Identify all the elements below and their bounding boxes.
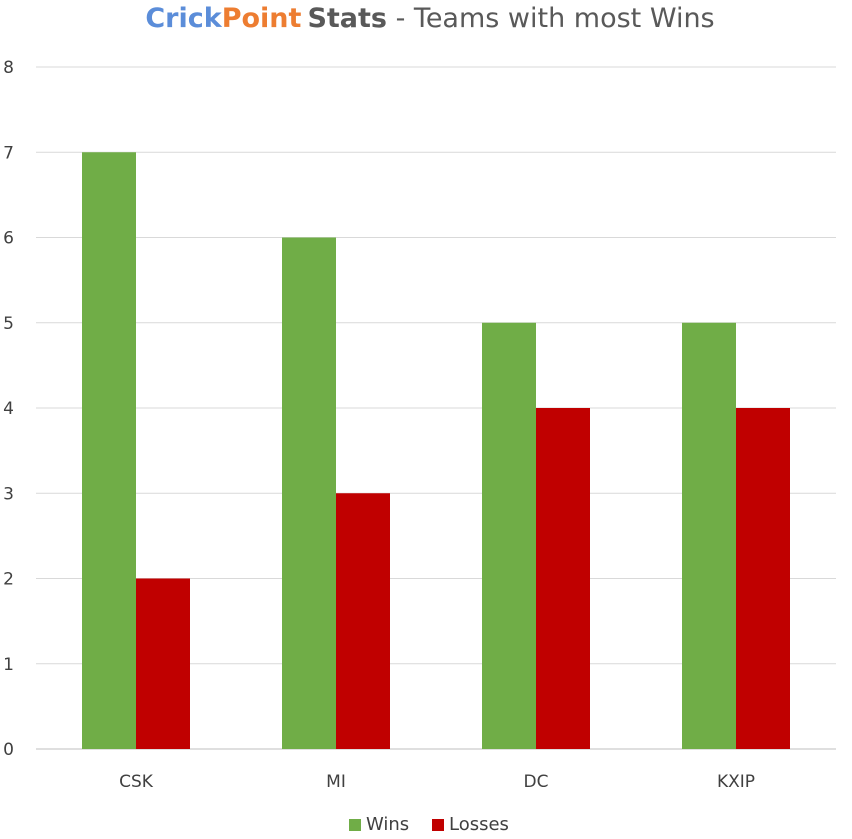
bars: [82, 152, 790, 749]
x-axis: CSK MI DC KXIP: [119, 772, 755, 792]
legend-label-wins: Wins: [366, 814, 409, 835]
chart-title-rest: - Teams with most Wins: [387, 3, 715, 34]
chart-title-brand-stats: Stats: [307, 3, 387, 34]
y-tick-label: 7: [3, 143, 14, 163]
legend-swatch-losses: [432, 819, 444, 831]
y-axis: 0 1 2 3 4 5 6 7 8: [3, 58, 14, 760]
bar-losses-csk: [136, 578, 190, 749]
y-tick-label: 5: [3, 314, 14, 334]
legend: Wins Losses: [349, 814, 509, 835]
x-tick-label: MI: [326, 772, 346, 792]
y-tick-label: 6: [3, 229, 14, 249]
x-tick-label: KXIP: [717, 772, 755, 792]
chart-title-brand-crick: Crick: [145, 3, 222, 34]
x-tick-label: CSK: [119, 772, 154, 792]
x-tick-label: DC: [524, 772, 549, 792]
legend-label-losses: Losses: [449, 814, 509, 835]
y-tick-label: 3: [3, 484, 14, 504]
y-tick-label: 1: [3, 655, 14, 675]
y-tick-label: 4: [3, 399, 14, 419]
y-tick-label: 8: [3, 58, 14, 78]
bar-wins-mi: [282, 237, 336, 749]
bar-wins-csk: [82, 152, 136, 749]
chart-title-brand-point: Point: [222, 3, 302, 34]
bar-wins-dc: [482, 322, 536, 749]
legend-swatch-wins: [349, 819, 361, 831]
bar-losses-dc: [536, 408, 590, 749]
bar-wins-kxip: [682, 322, 736, 749]
y-tick-label: 2: [3, 570, 14, 590]
chart-title: CrickPoint Stats - Teams with most Wins: [145, 3, 714, 34]
y-tick-label: 0: [3, 740, 14, 760]
bar-losses-kxip: [736, 408, 790, 749]
bar-losses-mi: [336, 493, 390, 749]
